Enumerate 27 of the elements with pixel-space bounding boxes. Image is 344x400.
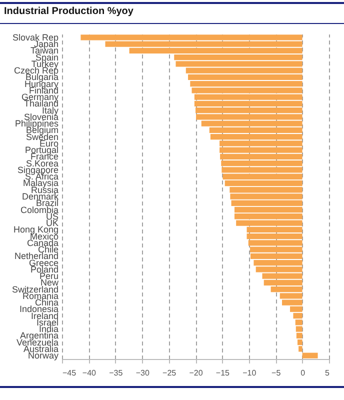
- x-tick-label: −10: [242, 368, 257, 378]
- x-tick-label: −20: [189, 368, 204, 378]
- y-tick-label: Switzerland: [12, 284, 58, 294]
- x-tick-label: −30: [136, 368, 150, 378]
- y-tick-label: Italy: [42, 105, 59, 116]
- y-tick-label: Slovak Rep: [12, 32, 58, 42]
- y-tick-label: Colombia: [20, 204, 58, 215]
- chart-title: Industrial Production %yoy: [4, 6, 134, 17]
- x-tick-label: −5: [272, 368, 282, 378]
- y-tick-label: Malaysia: [22, 178, 58, 188]
- x-tick-label: 5: [325, 368, 330, 378]
- y-tick-label: Greece: [28, 258, 58, 268]
- y-tick-label: UK: [46, 218, 58, 228]
- x-tick-label: −25: [162, 368, 177, 378]
- x-tick-label: −45: [62, 368, 77, 378]
- y-tick-label: Argentina: [20, 330, 58, 341]
- y-tick-label: Spain: [35, 52, 58, 62]
- y-tick-label: Portugal: [24, 145, 58, 156]
- y-tick-label: Denmark: [22, 192, 59, 202]
- x-tick-label: −15: [216, 368, 230, 378]
- y-tick-label: Germany: [21, 92, 59, 102]
- y-tick-label: Norway: [28, 350, 59, 361]
- x-tick-label: 0: [300, 368, 306, 378]
- x-tick-label: −35: [109, 368, 124, 378]
- y-tick-label: Ireland: [30, 310, 58, 321]
- y-tick-label: S.Korea: [26, 158, 58, 168]
- x-tick-label: −40: [82, 368, 97, 378]
